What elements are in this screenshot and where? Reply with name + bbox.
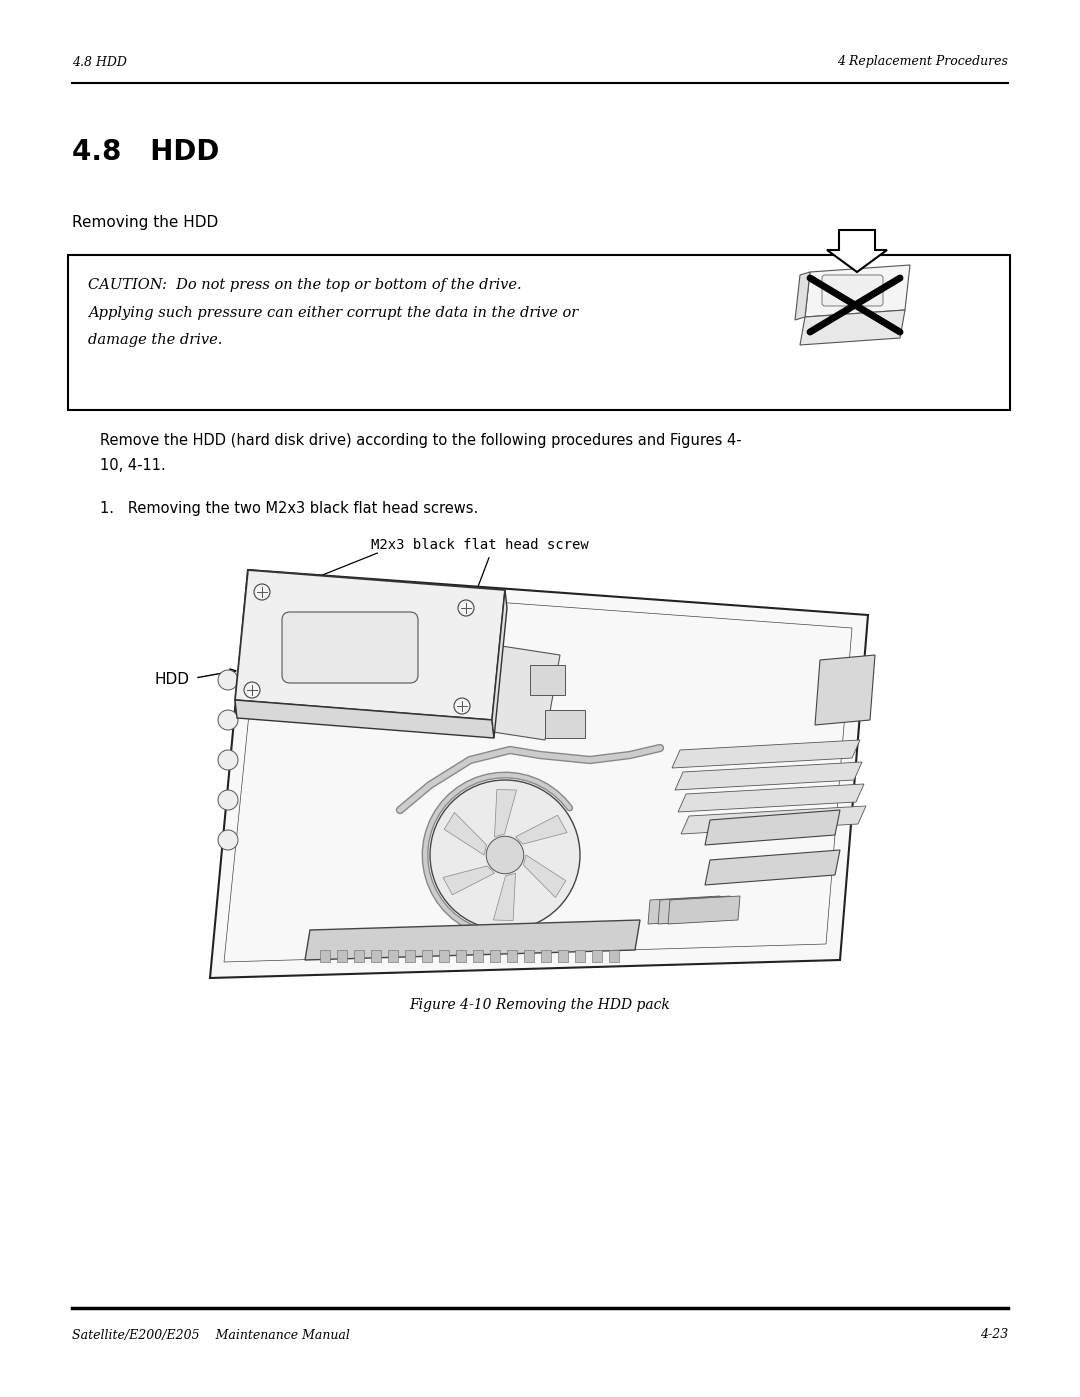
Bar xyxy=(575,950,585,963)
FancyBboxPatch shape xyxy=(822,275,883,306)
Bar xyxy=(524,950,534,963)
Bar xyxy=(592,950,602,963)
Text: Figure 4-10 Removing the HDD pack: Figure 4-10 Removing the HDD pack xyxy=(409,997,671,1011)
Text: 10, 4-11.: 10, 4-11. xyxy=(100,457,165,472)
Polygon shape xyxy=(658,895,730,923)
Bar xyxy=(507,950,517,963)
Circle shape xyxy=(218,750,238,770)
Text: HDD: HDD xyxy=(156,672,190,687)
Polygon shape xyxy=(705,810,840,845)
Circle shape xyxy=(218,710,238,731)
Circle shape xyxy=(458,599,474,616)
Bar xyxy=(530,665,565,694)
Circle shape xyxy=(430,780,580,930)
Polygon shape xyxy=(669,895,740,923)
Bar xyxy=(354,950,364,963)
Circle shape xyxy=(254,584,270,599)
Circle shape xyxy=(486,837,524,873)
Polygon shape xyxy=(800,310,905,345)
Bar xyxy=(388,950,399,963)
Text: 4.8 HDD: 4.8 HDD xyxy=(72,56,126,68)
Polygon shape xyxy=(675,761,862,789)
Text: Remove the HDD (hard disk drive) according to the following procedures and Figur: Remove the HDD (hard disk drive) accordi… xyxy=(100,433,742,447)
Text: Removing the HDD: Removing the HDD xyxy=(72,215,218,229)
Polygon shape xyxy=(524,855,566,897)
Bar xyxy=(456,950,465,963)
Circle shape xyxy=(218,830,238,849)
Polygon shape xyxy=(815,655,875,725)
Bar xyxy=(609,950,619,963)
Polygon shape xyxy=(795,272,810,320)
Polygon shape xyxy=(672,740,860,768)
Polygon shape xyxy=(480,645,561,740)
Polygon shape xyxy=(444,813,487,855)
Bar xyxy=(337,950,347,963)
Text: M2x3 black flat head screw: M2x3 black flat head screw xyxy=(372,538,589,552)
Text: 4 Replacement Procedures: 4 Replacement Procedures xyxy=(837,56,1008,68)
Text: CAUTION:  Do not press on the top or bottom of the drive.: CAUTION: Do not press on the top or bott… xyxy=(87,278,522,292)
Text: Satellite/E200/E205    Maintenance Manual: Satellite/E200/E205 Maintenance Manual xyxy=(72,1329,350,1341)
Bar xyxy=(490,950,500,963)
Circle shape xyxy=(218,671,238,690)
Polygon shape xyxy=(495,789,516,837)
Polygon shape xyxy=(235,570,505,719)
Text: 1.   Removing the two M2x3 black flat head screws.: 1. Removing the two M2x3 black flat head… xyxy=(100,500,478,515)
Polygon shape xyxy=(705,849,840,886)
Bar xyxy=(68,256,1010,409)
Bar xyxy=(372,950,381,963)
Polygon shape xyxy=(827,231,887,272)
FancyBboxPatch shape xyxy=(282,612,418,683)
Polygon shape xyxy=(210,570,868,978)
Bar xyxy=(545,710,585,738)
Text: 4-23: 4-23 xyxy=(980,1329,1008,1341)
Bar xyxy=(320,950,330,963)
Polygon shape xyxy=(305,921,640,960)
Polygon shape xyxy=(678,784,864,812)
Polygon shape xyxy=(648,895,720,923)
Text: 4.8   HDD: 4.8 HDD xyxy=(72,138,219,166)
Circle shape xyxy=(454,698,470,714)
Polygon shape xyxy=(515,816,567,844)
Polygon shape xyxy=(235,700,494,738)
Polygon shape xyxy=(492,590,507,738)
Bar xyxy=(541,950,551,963)
Bar xyxy=(422,950,432,963)
Bar xyxy=(558,950,568,963)
Text: Applying such pressure can either corrupt the data in the drive or: Applying such pressure can either corrup… xyxy=(87,306,578,320)
Bar xyxy=(438,950,449,963)
Circle shape xyxy=(218,789,238,810)
Circle shape xyxy=(244,682,260,698)
Polygon shape xyxy=(494,873,515,921)
Polygon shape xyxy=(443,866,495,895)
Text: damage the drive.: damage the drive. xyxy=(87,332,222,346)
Polygon shape xyxy=(681,806,866,834)
Bar xyxy=(405,950,415,963)
Bar xyxy=(473,950,483,963)
Polygon shape xyxy=(805,265,910,317)
